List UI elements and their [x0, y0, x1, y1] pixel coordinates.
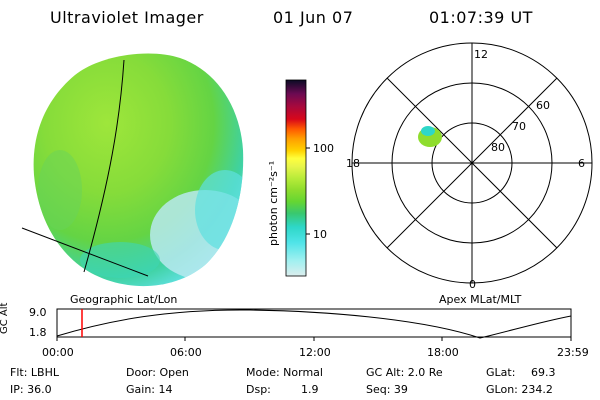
colorbar-tick-100: 100 [313, 142, 334, 155]
geo-panel-label: Geographic Lat/Lon [70, 293, 178, 306]
info-door: Door: Open [126, 366, 189, 379]
info-dsp-value: 1.9 [301, 383, 319, 396]
lat-label-60: 60 [536, 99, 550, 112]
imager-title: Ultraviolet Imager [50, 8, 204, 27]
info-flt: Flt: LBHL [10, 366, 59, 379]
mlt-label-0: 0 [469, 278, 476, 291]
date-label: 01 Jun 07 [273, 8, 354, 27]
info-dsp: Dsp: [246, 383, 271, 396]
uv-image-disk [21, 53, 244, 287]
polar-plot [351, 42, 593, 284]
mlt-label-6: 6 [578, 157, 585, 170]
timeline-x-tick: 06:00 [170, 346, 202, 359]
polar-auroral-spot [418, 126, 442, 147]
polar-panel-label: Apex MLat/MLT [439, 293, 522, 306]
mlt-label-18: 18 [346, 157, 360, 170]
colorbar-tick-10: 10 [313, 228, 327, 241]
info-seq: Seq: 39 [366, 383, 408, 396]
info-glon: GLon: 234.2 [486, 383, 553, 396]
timeline-x-tick: 00:00 [42, 346, 74, 359]
timeline-x-tick: 18:00 [427, 346, 459, 359]
time-label: 01:07:39 UT [429, 8, 533, 27]
colorbar-unit-label: photon cm⁻²s⁻¹ [267, 160, 280, 246]
lat-label-80: 80 [491, 141, 505, 154]
info-glat: GLat: [486, 366, 516, 379]
timeline-plot [56, 308, 572, 341]
timeline-y-tick-top: 9.0 [29, 306, 47, 319]
timeline-y-label: GC Alt [0, 302, 10, 334]
colorbar [285, 79, 310, 277]
timeline-x-tick: 12:00 [299, 346, 331, 359]
info-gcalt: GC Alt: 2.0 Re [366, 366, 443, 379]
lat-label-70: 70 [512, 120, 526, 133]
info-mode: Mode: Normal [246, 366, 323, 379]
mlt-label-12: 12 [474, 48, 488, 61]
info-gain: Gain: 14 [126, 383, 173, 396]
timeline-y-tick-bottom: 1.8 [29, 326, 47, 339]
timeline-x-tick: 23:59 [557, 346, 589, 359]
info-glat-value: 69.3 [531, 366, 556, 379]
info-ip: IP: 36.0 [10, 383, 52, 396]
